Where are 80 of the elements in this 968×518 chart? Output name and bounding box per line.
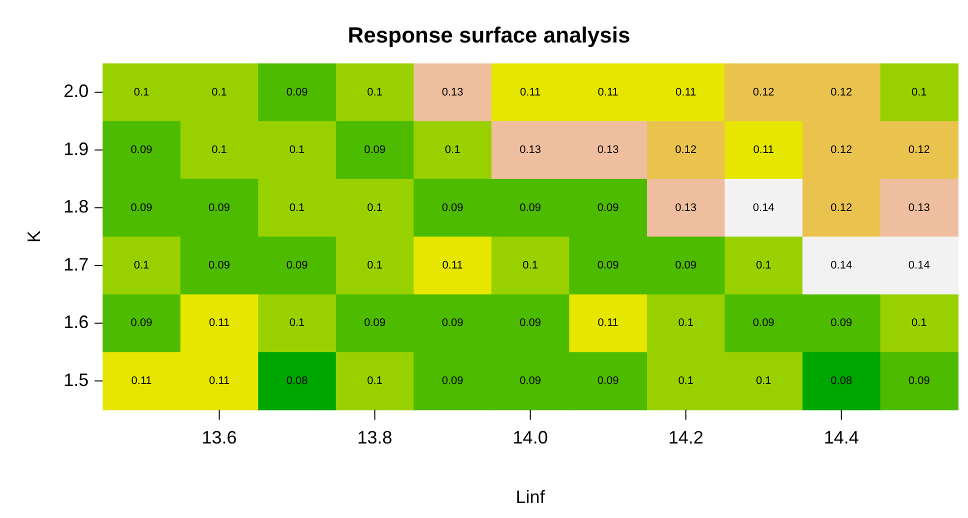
x-tick-label: 14.4 (824, 428, 859, 448)
data-label: 0.11 (598, 86, 618, 98)
y-tick-label: 2.0 (64, 81, 89, 102)
data-label: 0.09 (130, 202, 152, 214)
data-label: 0.1 (444, 144, 460, 156)
data-label: 0.09 (597, 202, 619, 214)
chart-title: Response surface analysis (348, 22, 630, 48)
data-label: 0.09 (752, 317, 774, 330)
data-label: 0.11 (520, 86, 541, 98)
data-label: 0.09 (130, 144, 152, 156)
data-label: 0.09 (442, 374, 464, 387)
data-label: 0.12 (908, 144, 930, 156)
data-label: 0.14 (752, 202, 774, 214)
data-label: 0.09 (364, 144, 386, 156)
data-label: 0.11 (131, 374, 152, 387)
data-label: 0.09 (908, 374, 930, 387)
data-label: 0.09 (442, 317, 464, 330)
data-label: 0.12 (830, 86, 852, 98)
data-label: 0.09 (208, 202, 230, 214)
data-label: 0.1 (367, 260, 382, 272)
data-label: 0.1 (367, 202, 382, 214)
data-label: 0.1 (522, 260, 538, 272)
data-label: 0.13 (675, 202, 697, 214)
data-label: 0.09 (286, 86, 308, 98)
x-tick-label: 14.2 (668, 428, 704, 448)
data-label: 0.1 (289, 202, 305, 214)
data-label: 0.08 (286, 374, 308, 387)
y-tick-label: 1.7 (64, 254, 89, 274)
data-label: 0.1 (289, 317, 305, 330)
x-tick-label: 14.0 (512, 428, 548, 448)
data-label: 0.12 (830, 144, 852, 156)
data-label: 0.09 (286, 260, 308, 272)
x-axis-title: Linf (516, 487, 546, 508)
data-label: 0.09 (597, 374, 619, 387)
data-label: 0.13 (908, 202, 930, 214)
data-label: 0.09 (830, 317, 852, 330)
data-label: 0.13 (597, 144, 619, 156)
y-tick-label: 1.6 (64, 312, 89, 332)
data-label: 0.1 (289, 144, 305, 156)
data-label: 0.09 (442, 202, 464, 214)
x-tick-label: 13.6 (202, 428, 237, 448)
data-label: 0.09 (597, 260, 619, 272)
data-label: 0.14 (830, 260, 852, 272)
data-label: 0.09 (130, 317, 152, 330)
data-label: 0.11 (598, 317, 618, 330)
data-label: 0.11 (442, 260, 463, 272)
data-label: 0.1 (367, 86, 382, 98)
data-label: 0.1 (756, 260, 772, 272)
data-label: 0.12 (675, 144, 697, 156)
y-tick-label: 1.5 (64, 370, 89, 390)
data-label: 0.14 (908, 260, 930, 272)
data-label: 0.12 (752, 86, 774, 98)
data-label: 0.09 (208, 260, 230, 272)
data-label: 0.1 (212, 86, 227, 98)
data-label: 0.1 (212, 144, 227, 156)
data-label: 0.1 (678, 374, 694, 387)
data-label: 0.1 (134, 86, 150, 98)
data-label: 0.11 (676, 86, 696, 98)
data-label: 0.1 (911, 317, 927, 330)
data-label: 0.09 (675, 260, 697, 272)
data-label: 0.12 (830, 202, 852, 214)
y-tick-label: 1.8 (64, 196, 89, 217)
data-label: 0.1 (678, 317, 694, 330)
data-label: 0.13 (520, 144, 542, 156)
data-label: 0.09 (364, 317, 386, 330)
data-label: 0.1 (756, 374, 772, 387)
data-label: 0.11 (753, 144, 774, 156)
data-label: 0.1 (911, 86, 927, 98)
data-label: 0.13 (442, 86, 464, 98)
data-label: 0.08 (830, 374, 852, 387)
y-tick-label: 1.9 (64, 138, 89, 159)
data-label: 0.11 (208, 317, 230, 330)
data-label: 0.1 (367, 374, 382, 387)
y-axis-title: K (24, 230, 44, 243)
data-label: 0.11 (208, 374, 230, 387)
x-tick-label: 13.8 (357, 428, 392, 448)
data-label: 0.09 (520, 374, 542, 387)
data-label: 0.09 (520, 317, 542, 330)
data-label: 0.1 (134, 260, 150, 272)
data-label: 0.09 (520, 202, 542, 214)
